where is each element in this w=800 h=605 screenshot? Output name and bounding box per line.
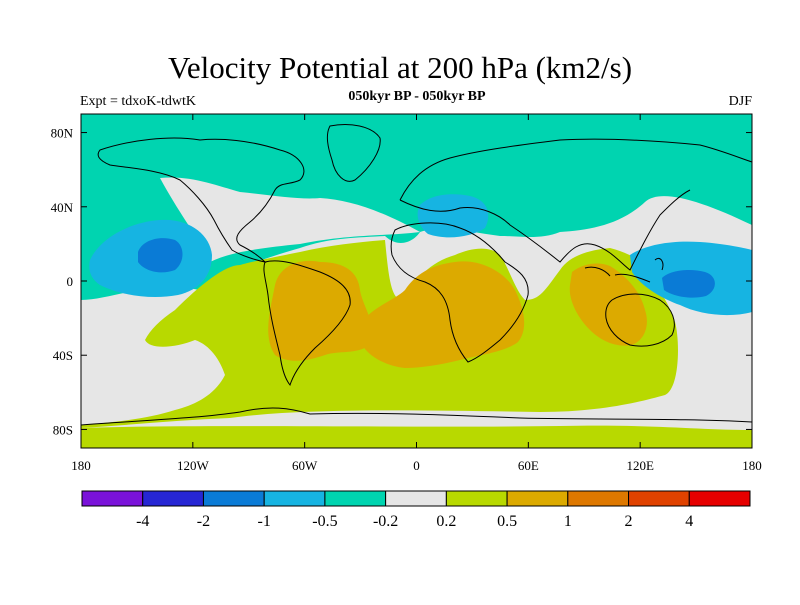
colorbar-swatch [688,490,751,507]
map-title: Velocity Potential at 200 hPa (km2/s) [167,50,633,85]
lat-tick-group: 80N 40N 0 40S 80S [51,126,752,437]
colorbar-swatch [142,490,204,507]
field-darkblue-west-pacific [662,270,715,298]
colorbar-label: 1 [564,513,572,530]
field-gray-atlantic-north [160,177,420,262]
map-subtitle: 050kyr BP - 050kyr BP [348,89,486,104]
colorbar-swatch [567,490,630,507]
lat-tick-label: 40S [53,348,73,363]
season-label: DJF [728,94,752,109]
colorbar: -4 -2 -1 -0.5 -0.2 0.2 0.5 1 2 4 [81,490,751,530]
colorbar-label: -0.2 [373,513,398,530]
contour-field [81,114,752,448]
coast-africa [390,222,529,363]
colorbar-swatch [81,490,144,507]
field-orange-south-america [268,260,374,361]
colorbar-swatch [506,490,569,507]
coast-australia [605,293,675,347]
coast-greenland [326,124,381,182]
colorbar-label: -1 [258,513,271,530]
colorbar-label: 2 [625,513,633,530]
colorbar-swatch [445,490,508,507]
field-blue-mediterranean [417,194,489,238]
lon-tick-label: 120W [177,458,210,473]
lon-tick-label: 60E [518,458,539,473]
coast-maritime-continent [584,257,664,283]
field-orange-africa [360,261,525,368]
colorbar-label: -2 [197,513,210,530]
field-green-south-band [81,425,752,448]
coast-north-america [97,137,305,263]
colorbar-label: -0.5 [312,513,337,530]
colorbar-swatch [628,490,690,507]
lon-tick-label: 60W [292,458,318,473]
colorbar-swatch [324,490,387,507]
experiment-label: Expt = tdxoK-tdwtK [80,94,196,109]
colorbar-label: 0.2 [436,513,456,530]
lat-tick-label: 80S [53,422,73,437]
lon-tick-label: 180 [71,458,91,473]
colorbar-swatch [263,490,326,507]
lon-tick-label: 180 [742,458,762,473]
lat-tick-label: 80N [51,126,74,141]
lon-tick-label: 0 [413,458,420,473]
coast-south-america [263,260,351,387]
colorbar-label: 0.5 [497,513,517,530]
colorbar-swatch [385,490,447,507]
coast-eurasia [399,138,752,271]
colorbar-label: 4 [685,513,693,530]
lat-tick-label: 40N [51,200,74,215]
lon-tick-label: 120E [626,458,654,473]
field-darkblue-pacific-east [138,238,183,273]
lat-tick-label: 0 [67,274,74,289]
coastlines [81,124,752,426]
colorbar-label: -4 [136,513,149,530]
coast-antarctica [81,407,752,426]
lon-tick-group: 180 120W 60W 0 60E 120E 180 [71,114,762,473]
colorbar-swatch [202,490,265,507]
